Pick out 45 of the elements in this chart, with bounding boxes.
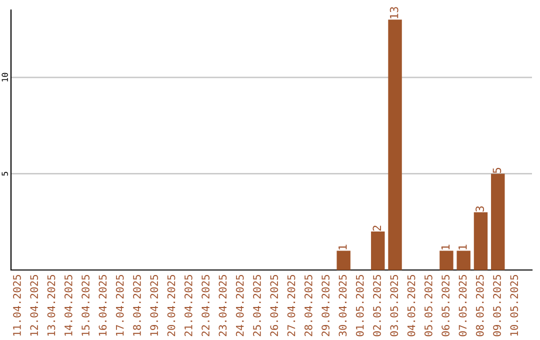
x-tick-label: 25.04.2025 xyxy=(253,275,261,336)
y-tick-label: 10 xyxy=(2,72,8,82)
x-tick-label: 07.05.2025 xyxy=(458,275,467,336)
data-label: 1 xyxy=(441,244,450,250)
x-tick-label: 19.04.2025 xyxy=(150,275,158,336)
x-tick-label: 27.04.2025 xyxy=(287,275,296,336)
x-tick-label: 11.04.2025 xyxy=(13,275,21,336)
x-tick-label: 30.04.2025 xyxy=(338,275,347,336)
bar xyxy=(440,250,454,270)
x-tick-label: 16.04.2025 xyxy=(98,275,107,336)
x-tick-label: 22.04.2025 xyxy=(202,275,210,336)
data-label: 5 xyxy=(492,168,502,173)
x-tick-label: 17.04.2025 xyxy=(116,275,124,336)
x-tick-label: 14.04.2025 xyxy=(64,275,72,336)
x-tick-label: 29.04.2025 xyxy=(322,275,330,336)
data-label: 2 xyxy=(372,226,381,231)
x-tick-label: 20.04.2025 xyxy=(167,275,176,336)
data-label: 1 xyxy=(338,244,347,250)
x-tick-label: 05.05.2025 xyxy=(424,275,432,336)
bar xyxy=(456,250,470,270)
x-tick-label: 08.05.2025 xyxy=(476,275,484,336)
x-tick-label: 18.04.2025 xyxy=(133,275,141,336)
x-tick-label: 09.05.2025 xyxy=(493,275,501,336)
x-tick-label: 06.05.2025 xyxy=(442,275,450,336)
x-tick-label: 02.05.2025 xyxy=(373,275,381,336)
data-label: 3 xyxy=(476,206,484,212)
x-tick-label: 12.04.2025 xyxy=(30,275,38,336)
x-tick-label: 03.05.2025 xyxy=(390,275,398,336)
x-tick-label: 23.04.2025 xyxy=(218,275,227,336)
bar xyxy=(336,250,350,270)
data-label: 13 xyxy=(390,7,398,18)
x-tick-label: 15.04.2025 xyxy=(82,275,90,336)
x-tick-label: 24.04.2025 xyxy=(236,275,244,336)
bar xyxy=(371,231,385,270)
data-label: 1 xyxy=(458,244,467,250)
x-tick-label: 04.05.2025 xyxy=(407,275,416,336)
x-tick-label: 13.04.2025 xyxy=(47,275,56,336)
x-tick-label: 01.05.2025 xyxy=(356,275,364,336)
bar xyxy=(388,20,402,270)
bar xyxy=(491,174,505,270)
x-tick-label: 10.05.2025 xyxy=(510,275,518,336)
x-tick-label: 26.04.2025 xyxy=(270,275,278,336)
x-tick-label: 28.04.2025 xyxy=(304,275,312,336)
x-tick-label: 21.04.2025 xyxy=(184,275,192,336)
bar xyxy=(474,212,488,270)
